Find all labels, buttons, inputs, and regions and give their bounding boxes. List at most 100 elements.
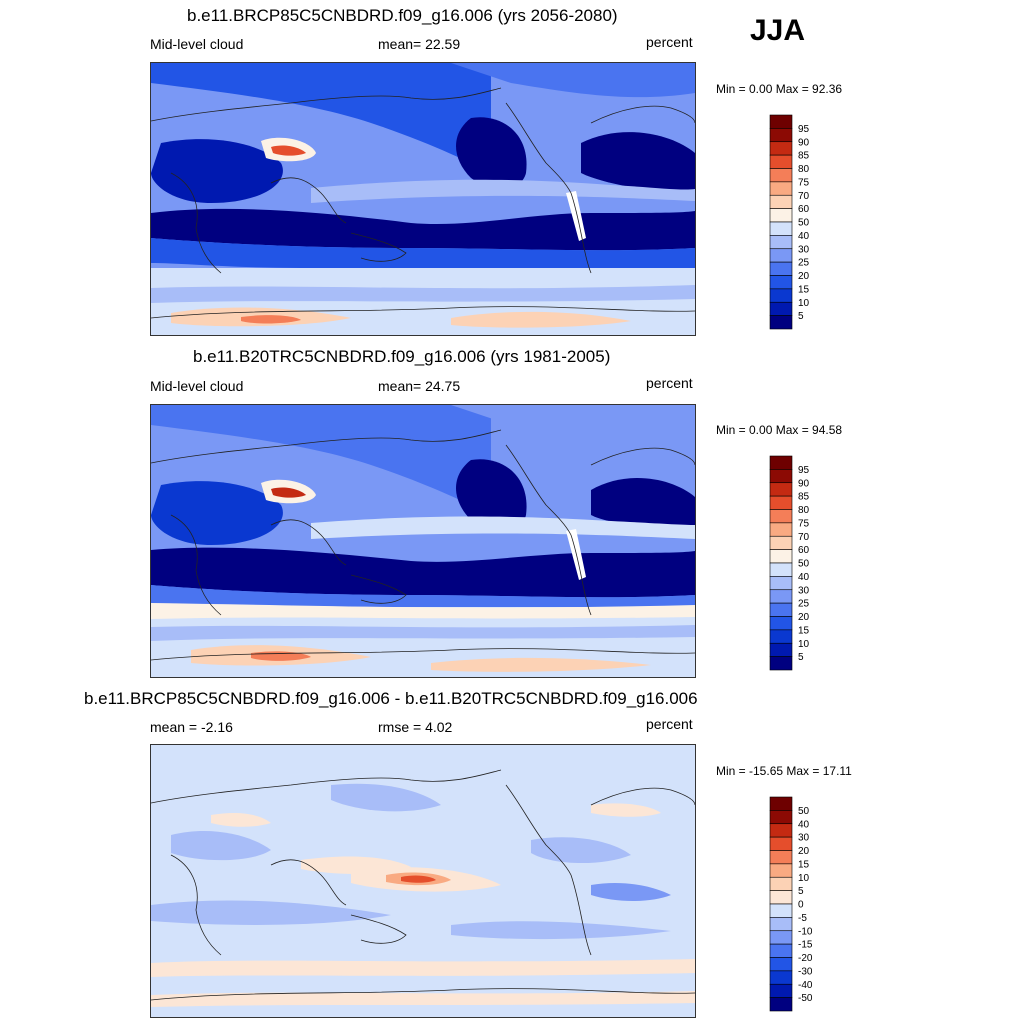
colorbar-swatch — [769, 589, 793, 604]
colorbar-swatch — [769, 168, 793, 183]
colorbar-tick-label: 75 — [798, 177, 810, 188]
colorbar-tick-label: -40 — [798, 980, 813, 991]
panel-2-field-label: Mid-level cloud — [150, 378, 244, 394]
colorbar-tick-label: 30 — [798, 585, 810, 596]
colorbar-tick-label: 5 — [798, 652, 804, 663]
colorbar-swatch — [769, 656, 793, 671]
colorbar-swatch — [769, 301, 793, 316]
colorbar-swatch — [769, 576, 793, 591]
colorbar-swatch — [769, 261, 793, 276]
colorbar-tick-label: -50 — [798, 993, 813, 1004]
panel-1-mean-label: mean= 22.59 — [378, 36, 461, 52]
colorbar-tick-label: 20 — [798, 612, 810, 623]
colorbar-swatch — [769, 983, 793, 998]
panel-2-units-label: percent — [646, 375, 693, 391]
colorbar-swatch — [769, 957, 793, 972]
colorbar-tick-label: 60 — [798, 545, 810, 556]
colorbar-swatch — [769, 194, 793, 209]
colorbar-tick-label: 20 — [798, 271, 810, 282]
colorbar-swatch — [769, 221, 793, 236]
colorbar-swatch — [769, 890, 793, 905]
colorbar-swatch — [769, 796, 793, 811]
panel-1-contour-field — [151, 63, 695, 335]
colorbar-tick-label: 15 — [798, 284, 810, 295]
colorbar-tick-label: -10 — [798, 926, 813, 937]
colorbar-swatch — [769, 549, 793, 564]
colorbar-tick-label: 80 — [798, 505, 810, 516]
colorbar-tick-label: -15 — [798, 940, 813, 951]
season-label: JJA — [750, 14, 806, 47]
colorbar-tick-label: 70 — [798, 191, 810, 202]
colorbar-tick-label: 60 — [798, 204, 810, 215]
colorbar-tick-label: 30 — [798, 244, 810, 255]
colorbar-swatch — [769, 248, 793, 263]
colorbar-swatch — [769, 997, 793, 1012]
panel-2-colorbar: 95 90 85 80 75 70 60 50 40 30 25 20 15 10 5 — [769, 455, 830, 671]
colorbar-tick-label: 95 — [798, 124, 810, 135]
panel-1-map — [150, 62, 696, 336]
panel-3-units-label: percent — [646, 716, 693, 732]
colorbar-tick-label: 5 — [798, 886, 804, 897]
colorbar-swatch — [769, 970, 793, 985]
colorbar-swatch — [769, 128, 793, 143]
colorbar-swatch — [769, 522, 793, 537]
colorbar-swatch — [769, 602, 793, 617]
colorbar-swatch — [769, 114, 793, 129]
panel-2-minmax: Min = 0.00 Max = 94.58 — [716, 423, 843, 437]
colorbar-swatch — [769, 642, 793, 657]
panel-2-contour-field — [151, 405, 695, 677]
colorbar-swatch — [769, 562, 793, 577]
colorbar-tick-label: 15 — [798, 625, 810, 636]
colorbar-swatch — [769, 288, 793, 303]
colorbar-swatch — [769, 469, 793, 484]
panel-3-map — [150, 744, 696, 1018]
colorbar-tick-label: 10 — [798, 873, 810, 884]
colorbar-tick-label: 25 — [798, 599, 810, 610]
colorbar-tick-label: -20 — [798, 953, 813, 964]
colorbar-tick-label: 15 — [798, 859, 810, 870]
colorbar-swatch — [769, 629, 793, 644]
colorbar-swatch — [769, 181, 793, 196]
panel-1-units-label: percent — [646, 34, 693, 50]
panel-3-rmse-label: rmse = 4.02 — [378, 719, 453, 735]
colorbar-tick-label: 5 — [798, 311, 804, 322]
panel-1-minmax: Min = 0.00 Max = 92.36 — [716, 82, 843, 96]
colorbar-swatch — [769, 616, 793, 631]
colorbar-tick-label: 40 — [798, 231, 810, 242]
panel-1-field-label: Mid-level cloud — [150, 36, 244, 52]
colorbar-tick-label: 50 — [798, 559, 810, 570]
colorbar-swatch — [769, 823, 793, 838]
colorbar-tick-label: 10 — [798, 298, 810, 309]
panel-3-title: b.e11.BRCP85C5CNBDRD.f09_g16.006 - b.e11… — [84, 689, 698, 708]
colorbar-swatch — [769, 836, 793, 851]
colorbar-swatch — [769, 154, 793, 169]
colorbar-swatch — [769, 930, 793, 945]
colorbar-swatch — [769, 141, 793, 156]
colorbar-tick-label: 90 — [798, 137, 810, 148]
colorbar-swatch — [769, 275, 793, 290]
colorbar-tick-label: 50 — [798, 806, 810, 817]
colorbar-tick-label: 95 — [798, 465, 810, 476]
colorbar-tick-label: 85 — [798, 492, 810, 503]
panel-2-title: b.e11.B20TRC5CNBDRD.f09_g16.006 (yrs 198… — [193, 347, 611, 366]
colorbar-tick-label: -5 — [798, 913, 807, 924]
colorbar-tick-label: 25 — [798, 258, 810, 269]
panel-1-colorbar: 95 90 85 80 75 70 60 50 40 30 25 20 15 10 5 — [769, 114, 830, 330]
colorbar-swatch — [769, 482, 793, 497]
colorbar-swatch — [769, 876, 793, 891]
panel-3-minmax: Min = -15.65 Max = 17.11 — [716, 764, 852, 778]
colorbar-swatch — [769, 810, 793, 825]
colorbar-swatch — [769, 535, 793, 550]
colorbar-swatch — [769, 863, 793, 878]
colorbar-swatch — [769, 495, 793, 510]
colorbar-tick-label: 80 — [798, 164, 810, 175]
colorbar-swatch — [769, 903, 793, 918]
colorbar-swatch — [769, 850, 793, 865]
panel-2-mean-label: mean= 24.75 — [378, 378, 461, 394]
panel-1-title: b.e11.BRCP85C5CNBDRD.f09_g16.006 (yrs 20… — [187, 6, 618, 25]
colorbar-swatch — [769, 509, 793, 524]
colorbar-swatch — [769, 943, 793, 958]
colorbar-tick-label: 0 — [798, 900, 804, 911]
colorbar-tick-label: 90 — [798, 478, 810, 489]
colorbar-swatch — [769, 208, 793, 223]
